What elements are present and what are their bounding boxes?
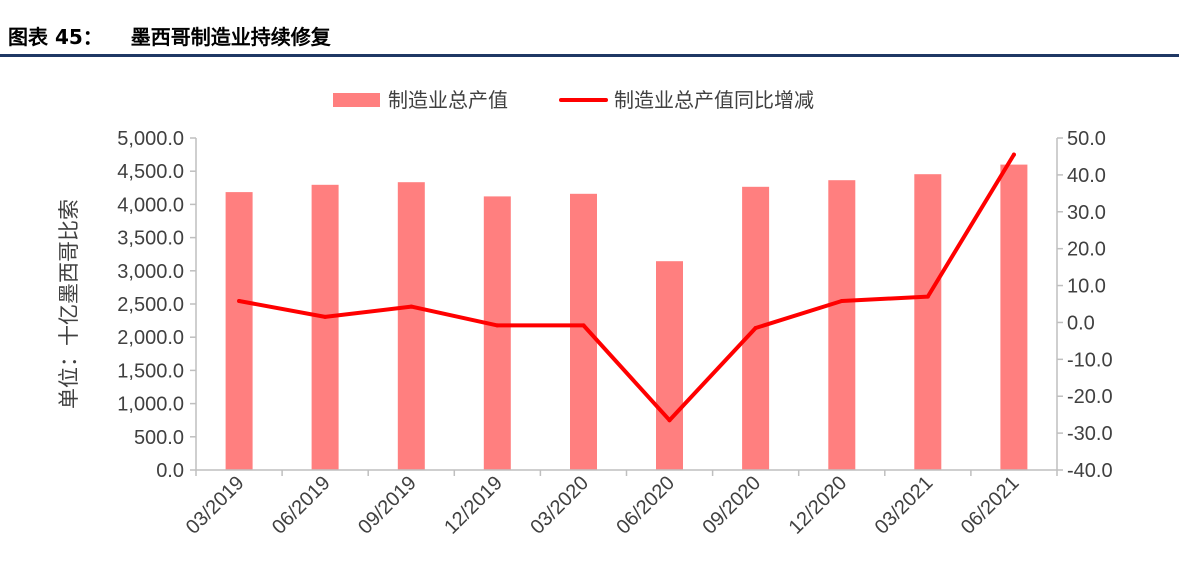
line-point bbox=[925, 294, 930, 299]
bar bbox=[656, 261, 683, 470]
left-tick-label: 2,000.0 bbox=[117, 327, 184, 349]
bar bbox=[483, 196, 511, 470]
header-rule bbox=[0, 54, 1179, 57]
series-line bbox=[237, 152, 1016, 423]
left-tick-label: 1,500.0 bbox=[117, 360, 184, 382]
x-tick-label: 03/2020 bbox=[526, 472, 593, 539]
x-tick-label: 12/2020 bbox=[785, 472, 852, 539]
left-tick-label: 5,000.0 bbox=[117, 128, 184, 150]
legend-bar-swatch bbox=[333, 93, 380, 107]
bar bbox=[397, 182, 425, 470]
left-tick-label: 3,000.0 bbox=[117, 261, 184, 283]
left-tick-label: 4,000.0 bbox=[117, 194, 184, 216]
line-point bbox=[581, 323, 586, 328]
bar bbox=[570, 193, 597, 471]
figure-header: 图表 45： 墨西哥制造业持续修复 bbox=[8, 18, 331, 52]
x-tick-label: 03/2019 bbox=[182, 472, 249, 539]
left-tick-label: 4,500.0 bbox=[117, 161, 184, 183]
x-tick-label: 03/2021 bbox=[871, 472, 938, 539]
x-tick-label: 06/2020 bbox=[612, 472, 679, 539]
right-tick-label: 50.0 bbox=[1067, 128, 1106, 150]
legend: 制造业总产值 制造业总产值同比增减 bbox=[333, 88, 814, 112]
bar bbox=[1000, 164, 1028, 470]
figure-label: 图表 45： bbox=[8, 24, 103, 49]
line-point bbox=[409, 304, 414, 309]
right-tick-label: -20.0 bbox=[1067, 386, 1113, 408]
line-point bbox=[495, 323, 500, 328]
x-tick-label: 12/2019 bbox=[440, 472, 507, 539]
line-point bbox=[1011, 152, 1016, 157]
labels-layer: 0.0 500.0 1,000.0 1,500.0 2,000.0 2,500.0 3,00… bbox=[117, 128, 1112, 539]
right-tick-label: 10.0 bbox=[1067, 276, 1106, 298]
right-tick-label: -10.0 bbox=[1067, 349, 1113, 371]
bar bbox=[311, 184, 339, 471]
line-point bbox=[237, 299, 242, 303]
y-axis-title: 单位：十亿墨西哥比索 bbox=[57, 199, 81, 409]
x-tick-label: 09/2020 bbox=[699, 472, 766, 539]
line-point bbox=[667, 418, 672, 423]
left-tick-label: 2,500.0 bbox=[117, 294, 184, 316]
axes-layer bbox=[190, 137, 1063, 476]
right-tick-label: 0.0 bbox=[1067, 312, 1095, 334]
line-point bbox=[753, 326, 758, 330]
left-tick-label: 3,500.0 bbox=[117, 228, 184, 250]
right-tick-label: 40.0 bbox=[1067, 165, 1106, 187]
line-point bbox=[323, 314, 328, 319]
right-tick-label: 30.0 bbox=[1067, 202, 1106, 224]
x-tick-label: 06/2021 bbox=[957, 472, 1024, 539]
bar bbox=[828, 180, 856, 470]
legend-bar-label: 制造业总产值 bbox=[388, 88, 508, 112]
right-tick-label: -30.0 bbox=[1067, 423, 1113, 445]
line-point bbox=[839, 299, 844, 303]
bars-layer bbox=[225, 164, 1028, 471]
left-tick-label: 500.0 bbox=[134, 427, 184, 449]
bar bbox=[225, 192, 253, 470]
right-tick-label: -40.0 bbox=[1067, 460, 1113, 482]
right-tick-label: 20.0 bbox=[1067, 239, 1106, 261]
x-tick-label: 09/2019 bbox=[354, 472, 421, 539]
legend-line-label: 制造业总产值同比增减 bbox=[614, 88, 814, 112]
bar bbox=[914, 174, 942, 470]
figure-title: 墨西哥制造业持续修复 bbox=[130, 24, 331, 49]
x-tick-label: 06/2019 bbox=[268, 472, 335, 539]
line-layer bbox=[237, 152, 1016, 423]
left-tick-label: 1,000.0 bbox=[117, 394, 184, 416]
left-tick-label: 0.0 bbox=[156, 460, 184, 482]
